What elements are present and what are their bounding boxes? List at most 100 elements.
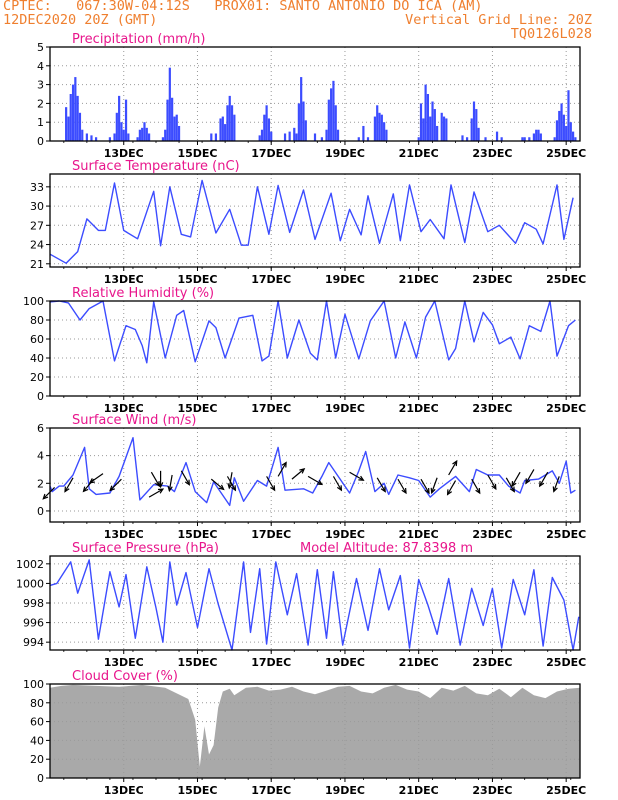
- plot-frame: [49, 173, 581, 268]
- wind-arrow-shaft: [180, 470, 190, 486]
- precip-bar: [283, 133, 287, 141]
- wind-arrow-shaft: [332, 476, 342, 491]
- y-tick-label: 100: [23, 295, 44, 308]
- wind-arrow-head: [109, 485, 116, 492]
- precip-bar: [120, 122, 123, 141]
- wind-arrow-head: [446, 489, 453, 496]
- x-tick-label: 23DEC: [472, 147, 512, 160]
- rh-series-line: [49, 300, 576, 364]
- grid-temp: [50, 174, 580, 267]
- wind-arrow: [291, 468, 306, 480]
- precip-bar: [177, 125, 181, 141]
- precip-bar: [532, 133, 536, 141]
- wind-arrow: [448, 459, 458, 476]
- wind-arrow-head: [380, 486, 386, 493]
- wind-arrow-head: [511, 481, 517, 488]
- precip-bar: [127, 133, 130, 141]
- precip-bar: [65, 107, 68, 141]
- wind-arrow: [109, 478, 122, 492]
- wind-arrow: [226, 476, 237, 492]
- x-tick-label: 21DEC: [399, 402, 439, 415]
- x-tick-label: 25DEC: [546, 528, 586, 541]
- x-tick-label: 13DEC: [104, 528, 144, 541]
- x-tick-label: 15DEC: [177, 784, 217, 797]
- precip-bar: [442, 116, 446, 141]
- precip-bar: [383, 122, 386, 141]
- x-tick-label: 15DEC: [177, 656, 217, 669]
- wind-series-line: [49, 437, 576, 507]
- precip-bar: [380, 114, 383, 141]
- pres-series-line: [49, 559, 580, 651]
- x-tick-label: 17DEC: [251, 273, 291, 286]
- precip-bar: [565, 125, 568, 141]
- y-tick-label: 33: [30, 181, 44, 194]
- wind-arrow-head: [299, 468, 306, 474]
- wind-arrow-shaft: [277, 462, 287, 477]
- x-tick-label: 15DEC: [177, 273, 217, 286]
- wind-arrow-head: [552, 486, 558, 493]
- precip-bar: [168, 67, 171, 141]
- precip-bar: [173, 116, 176, 141]
- wind-arrow-head: [316, 479, 324, 486]
- panel-title-pres: Surface Pressure (hPa): [72, 541, 219, 556]
- plot-frame: [49, 427, 581, 523]
- x-tick-label: 19DEC: [325, 402, 365, 415]
- x-tick-label: 23DEC: [472, 784, 512, 797]
- wind-arrow-shaft: [148, 488, 164, 498]
- wind-arrow: [539, 471, 549, 488]
- wind-arrow-shaft: [397, 478, 407, 494]
- x-tick-label: 21DEC: [399, 273, 439, 286]
- plot-frame: [49, 300, 581, 397]
- plot-frame: [49, 683, 581, 779]
- x-tick-label: 25DEC: [546, 273, 586, 286]
- wind-arrow-head: [452, 459, 458, 467]
- precip-bar: [440, 112, 443, 141]
- y-tick-label: 1002: [16, 558, 44, 571]
- precip-bar: [445, 118, 448, 141]
- wind-arrow: [167, 474, 173, 493]
- wind-arrow: [511, 471, 521, 488]
- precip-bar: [373, 116, 377, 141]
- header-grid-line-note: Vertical Grid Line: 20Z: [405, 12, 592, 28]
- wind-arrow: [397, 478, 407, 495]
- cloud-cover-area: [50, 684, 580, 778]
- precip-bar: [267, 118, 271, 141]
- precip-bar: [210, 133, 213, 141]
- y-tick-label: 27: [30, 219, 44, 232]
- wind-arrow-shaft: [266, 476, 276, 491]
- precip-bar: [78, 112, 82, 141]
- x-tick-label: 17DEC: [251, 402, 291, 415]
- panel-temp: 21 24 27 30 33 13DEC 15DEC 17DEC 19DEC 21DEC 23DEC…: [30, 159, 586, 286]
- wind-arrow-head: [64, 486, 70, 493]
- wind-arrow: [88, 473, 104, 484]
- precip-bar: [535, 129, 538, 141]
- precip-bar: [138, 129, 141, 141]
- wind-arrow-shaft: [42, 487, 56, 500]
- precip-bar: [136, 137, 139, 141]
- precip-bar: [313, 133, 317, 141]
- x-tick-label: 23DEC: [472, 528, 512, 541]
- precip-bar: [376, 105, 379, 141]
- precip-bar: [221, 116, 224, 141]
- wind-arrow-head: [509, 486, 515, 493]
- precip-bar: [260, 129, 264, 141]
- precip-bar: [362, 125, 365, 141]
- y-tick-label: 994: [23, 636, 44, 649]
- wind-arrow-shaft: [307, 475, 323, 485]
- wind-arrow: [227, 472, 233, 490]
- wind-arrow-head: [475, 487, 481, 495]
- precip-bar: [560, 103, 563, 141]
- wind-arrow-shaft: [150, 471, 160, 487]
- wind-arrow-head: [42, 493, 49, 500]
- wind-arrow-shaft: [349, 471, 364, 481]
- y-tick-label: 0: [37, 390, 44, 403]
- precip-bar: [562, 114, 565, 141]
- precip-bar: [76, 95, 79, 141]
- precip-bar: [477, 127, 480, 141]
- precip-bar: [113, 133, 116, 141]
- precip-bar: [500, 137, 503, 141]
- precip-bar: [143, 122, 146, 141]
- wind-arrow-shaft: [420, 478, 430, 494]
- wind-arrow: [307, 475, 324, 486]
